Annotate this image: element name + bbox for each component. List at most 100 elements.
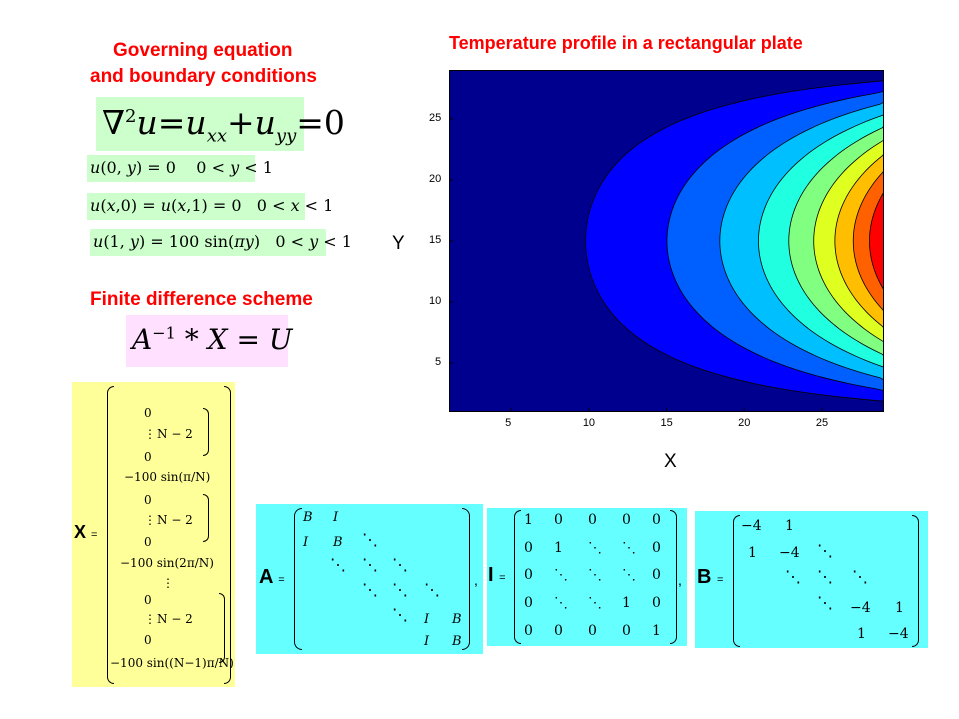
x-vector-entry: ⋮ [144, 612, 156, 626]
a-matrix-diagonal-dots: ⋱ [330, 555, 346, 574]
laplace-equation: ∇2u=uxx+uyy=0 [96, 97, 345, 151]
a-matrix-entry: B [452, 634, 462, 649]
y-tick-label: 15 [429, 234, 442, 246]
i-matrix-entry: 1 [622, 595, 631, 611]
i-matrix-entry: ⋱ [588, 567, 602, 583]
governing-title-line2: and boundary conditions [90, 66, 317, 87]
y-tick-label: 20 [429, 172, 442, 185]
b-matrix-entry: 1 [895, 600, 904, 616]
b-matrix-entry: 1 [785, 518, 794, 534]
x-tick-label: 10 [582, 417, 596, 429]
a-matrix-entry: I [303, 535, 309, 550]
fd-equation: A−1 * X = U [126, 315, 292, 367]
x-vector-entry: N − 2 [157, 513, 193, 527]
bc-right: u(1, y) = 100 sin(πy) 0 < y < 1 [90, 229, 352, 256]
bc-left: u(0, y) = 0 0 < y < 1 [87, 155, 273, 182]
x-vector-label: X = [74, 522, 98, 542]
a-bracket-left [294, 508, 302, 650]
x-vector-entry: ⋮ [162, 576, 174, 590]
i-matrix-entry: 1 [652, 623, 661, 639]
i-matrix-entry: ⋱ [588, 595, 602, 611]
i-matrix-entry: 0 [622, 623, 631, 639]
x-vector-entry: N − 2 [157, 612, 193, 626]
x-vector-entry: −100 sin((N−1)π/N) [110, 656, 234, 670]
i-matrix-panel [487, 508, 687, 646]
x-vector-entry: ⋮ [144, 513, 156, 527]
a-matrix-diagonal-dots: ⋱ [392, 580, 408, 599]
a-matrix-panel [256, 504, 483, 654]
i-matrix-entry: 0 [588, 512, 597, 528]
b-matrix-entry: −4 [741, 518, 762, 534]
a-matrix-diagonal-dots: ⋱ [424, 580, 440, 599]
i-matrix-entry: 0 [652, 567, 661, 583]
b-matrix-entry: −4 [779, 545, 800, 561]
plot-title: Temperature profile in a rectangular pla… [449, 33, 803, 53]
b-matrix-label: B = [697, 566, 724, 588]
a-matrix-entry: I [333, 510, 339, 525]
i-matrix-entry: 0 [524, 595, 533, 611]
y-tick-label: 10 [429, 295, 442, 308]
b-matrix-entry: −4 [888, 626, 909, 642]
fd-title: Finite difference scheme [90, 289, 313, 310]
i-matrix-entry: ⋱ [588, 540, 602, 556]
i-matrix-entry: 0 [652, 595, 661, 611]
a-matrix-entry: I [424, 612, 430, 627]
x-tick-label: 15 [660, 417, 673, 429]
contour-plot [449, 70, 884, 412]
x-vector-entry: 0 [144, 593, 152, 607]
x-vector-entry: 0 [144, 450, 152, 464]
contour-band-8 [852, 70, 884, 412]
y-axis-label: Y [392, 233, 405, 254]
x-tick-label: 5 [505, 417, 512, 429]
a-matrix-entry: B [333, 535, 343, 550]
i-matrix-entry: 0 [524, 623, 533, 639]
b-bracket-left [733, 515, 740, 647]
a-matrix-diagonal-dots: ⋱ [362, 580, 378, 599]
i-matrix-entry: 1 [524, 512, 533, 528]
b-bracket-right [912, 515, 919, 647]
b-matrix-diagonal-dots: ⋱ [785, 567, 801, 586]
b-matrix-entry: 1 [748, 545, 757, 561]
x-vector-entry: 0 [144, 633, 152, 647]
separator-2: , [678, 572, 682, 588]
x-vector-entry: 0 [144, 406, 152, 420]
x-axis-label: X [664, 451, 677, 472]
y-tick-label: 25 [429, 111, 442, 124]
i-bracket-left [514, 510, 521, 644]
contour-band-9 [869, 70, 884, 412]
i-matrix-entry: 0 [622, 512, 631, 528]
b-matrix-diagonal-dots: ⋱ [817, 541, 833, 560]
a-matrix-diagonal-dots: ⋱ [392, 555, 408, 574]
i-matrix-entry: ⋱ [622, 567, 636, 583]
a-matrix-entry: I [424, 634, 430, 649]
x-block1-brace [203, 408, 209, 456]
i-matrix-entry: ⋱ [554, 567, 568, 583]
x-tick-label: 20 [738, 417, 751, 429]
a-matrix-entry: B [303, 510, 313, 525]
bc-top-bottom: u(x,0) = u(x,1) = 0 0 < x < 1 [87, 193, 333, 220]
x-block3-brace [219, 593, 225, 663]
b-matrix-diagonal-dots: ⋱ [817, 567, 833, 586]
i-matrix-entry: 0 [652, 540, 661, 556]
a-matrix-diagonal-dots: ⋱ [392, 605, 408, 624]
b-matrix-diagonal-dots: ⋱ [817, 593, 833, 612]
i-matrix-entry: 0 [652, 512, 661, 528]
i-matrix-entry: 0 [524, 540, 533, 556]
a-matrix-diagonal-dots: ⋱ [362, 530, 378, 549]
x-vector-entry: 0 [144, 493, 152, 507]
a-matrix-entry: B [452, 612, 462, 627]
i-matrix-entry: 0 [588, 623, 597, 639]
a-bracket-right [462, 508, 470, 650]
x-vector-entry: −100 sin(π/N) [124, 470, 211, 484]
x-tick-label: 25 [815, 417, 829, 429]
x-vector-entry: 0 [144, 535, 152, 549]
y-tick-label: 5 [435, 356, 442, 369]
i-matrix-entry: 0 [554, 512, 563, 528]
i-matrix-entry: 1 [554, 540, 563, 556]
x-vector-entry: −100 sin(2π/N) [120, 556, 214, 570]
i-matrix-label: I = [488, 564, 506, 586]
x-vector-entry: N − 2 [157, 427, 193, 441]
b-matrix-diagonal-dots: ⋱ [852, 567, 868, 586]
x-vector-entry: ⋮ [144, 427, 156, 441]
a-matrix-diagonal-dots: ⋱ [362, 555, 378, 574]
